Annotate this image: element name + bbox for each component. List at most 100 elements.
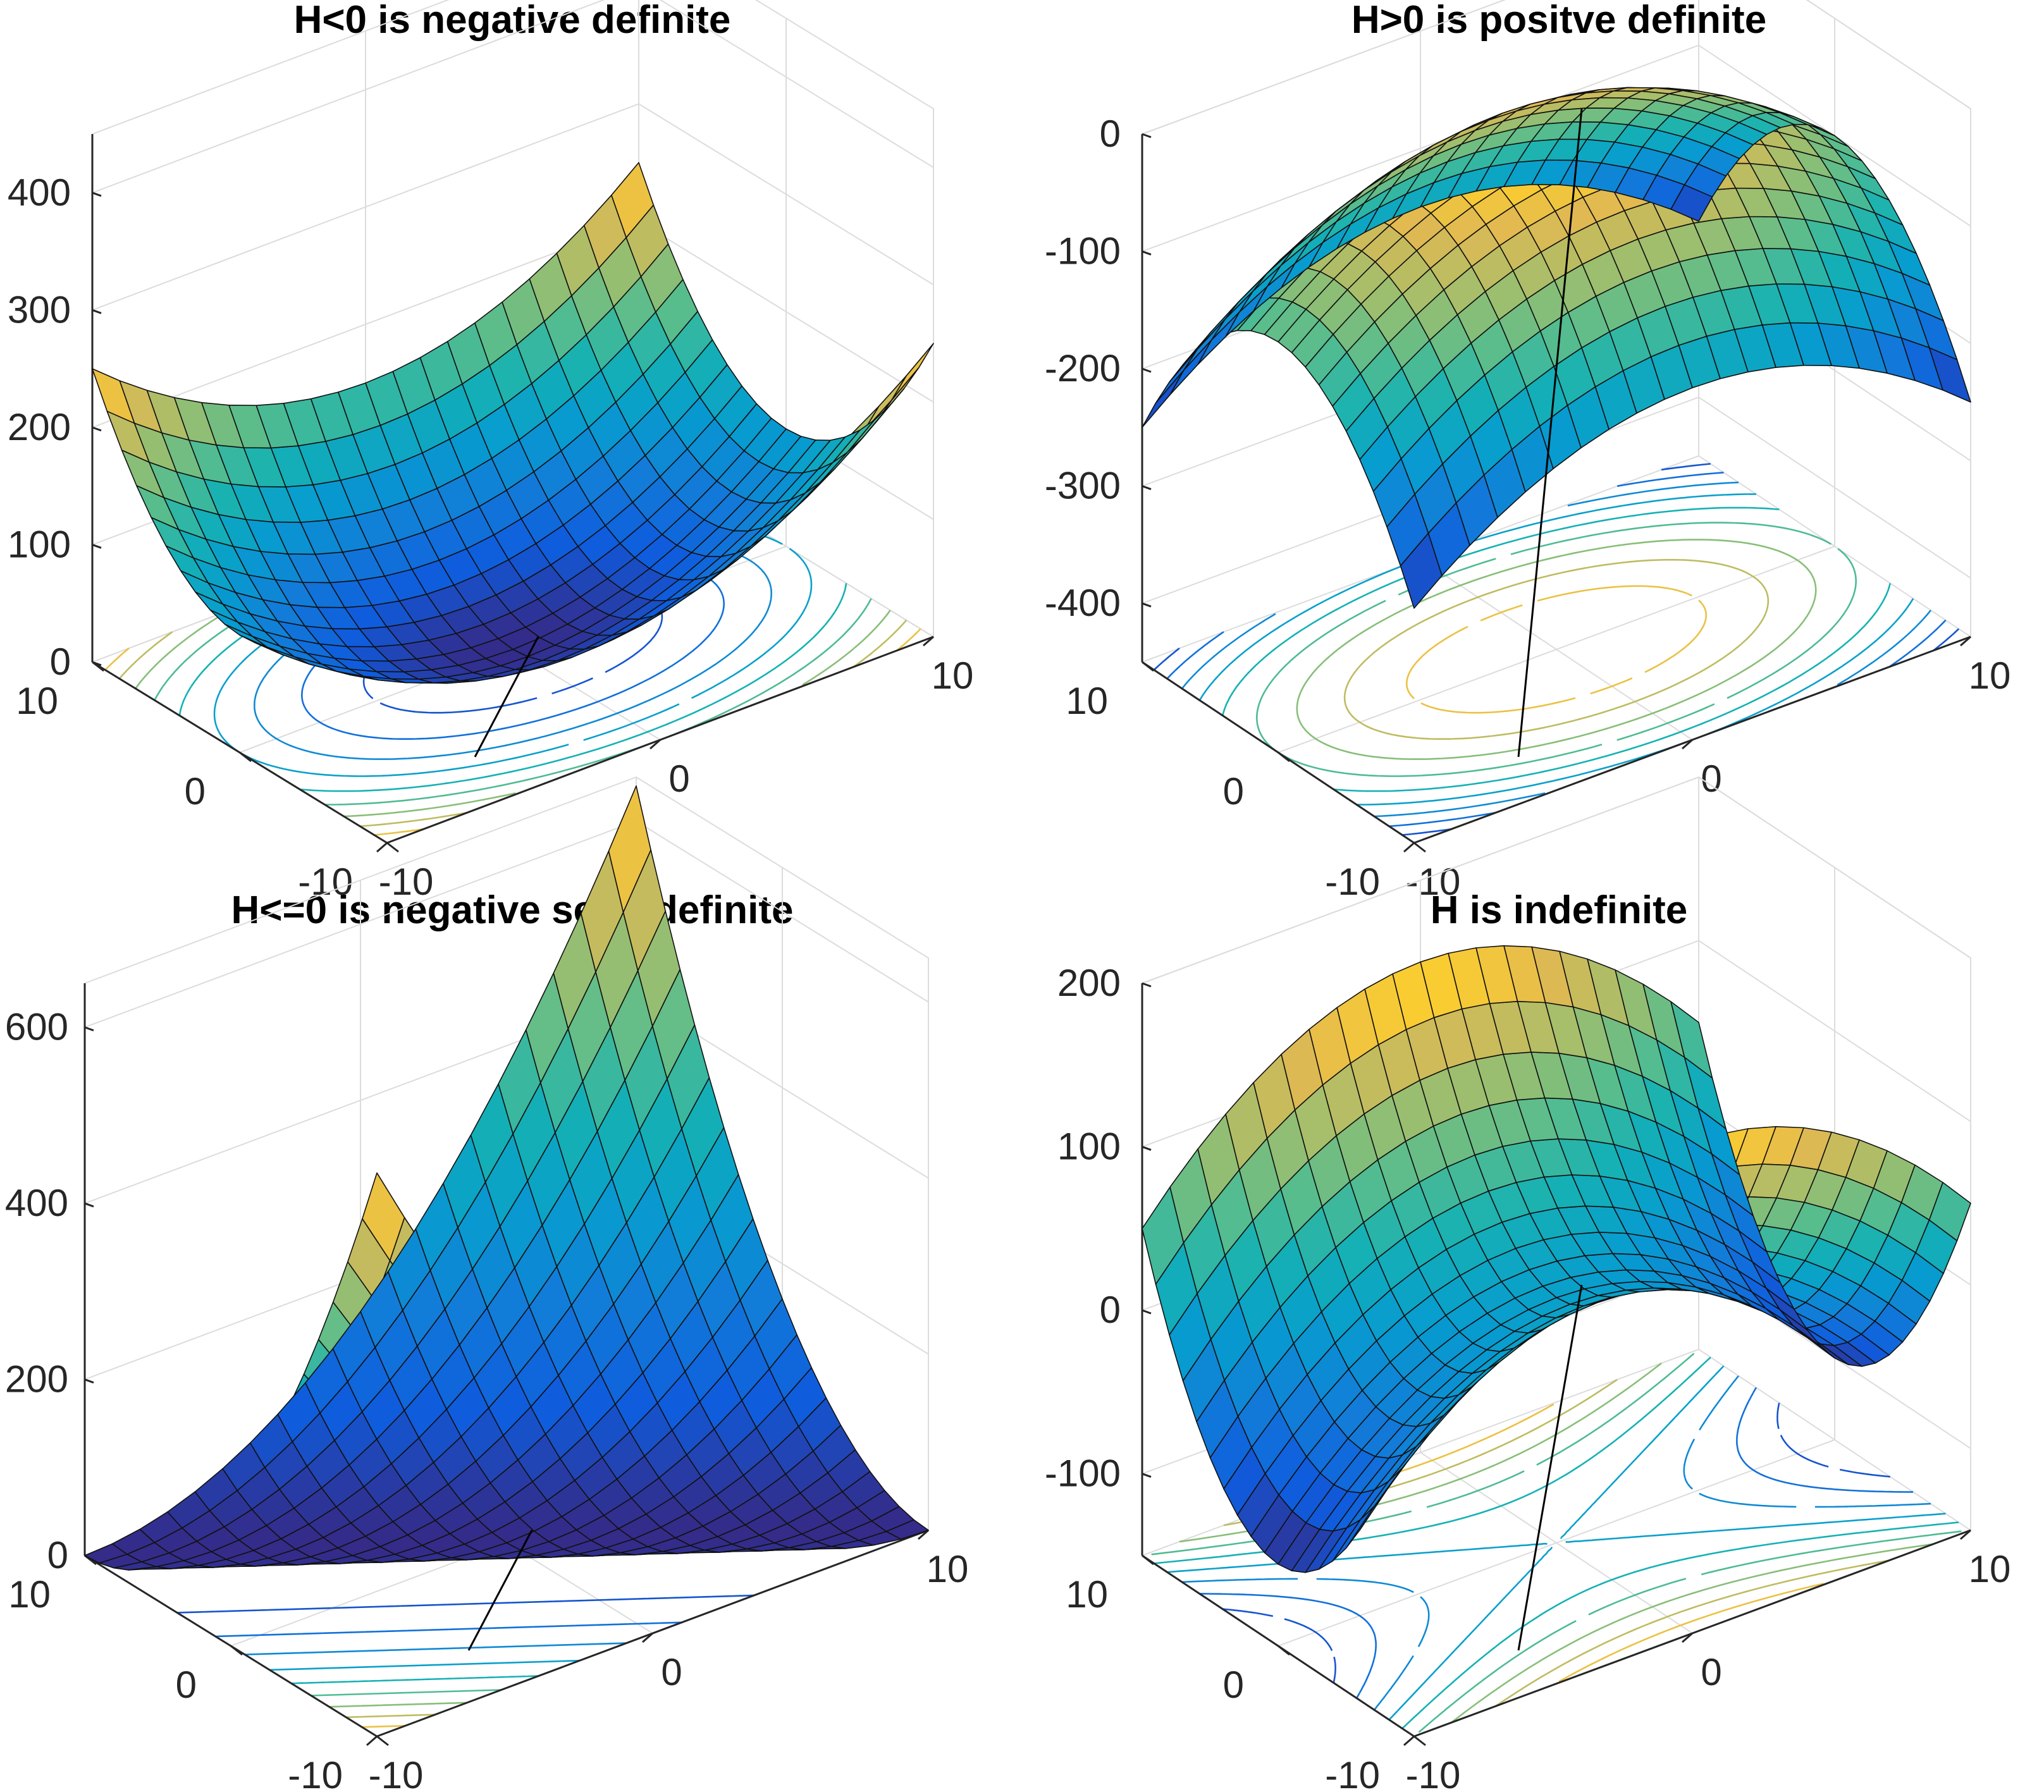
y-tick-label: 0: [176, 1664, 197, 1706]
x-tick: [1682, 1632, 1693, 1643]
z-tick: [1142, 602, 1152, 608]
x-tick: [1403, 842, 1415, 853]
y-tick: [1142, 1554, 1154, 1566]
z-tick-label: -100: [1045, 230, 1121, 273]
z-tick: [92, 192, 102, 197]
y-grid-line: [1278, 868, 1835, 1647]
y-tick-label: -10: [288, 1754, 343, 1792]
z-tick-label: -300: [1045, 465, 1121, 507]
contour-line: [1198, 493, 1914, 806]
y-tick-label: -10: [298, 861, 353, 903]
surface-cell: [84, 1543, 128, 1564]
x-tick: [923, 635, 934, 647]
y-tick: [386, 842, 399, 853]
contour-line: [1222, 506, 1891, 792]
z-grid-line: [92, 103, 934, 311]
z-tick-label: 0: [1100, 1289, 1121, 1331]
x-tick: [1403, 1735, 1415, 1746]
y-tick-label: 0: [1223, 1664, 1244, 1706]
x-tick: [1960, 635, 1971, 647]
surface-cell: [1183, 319, 1226, 371]
z-tick: [1142, 982, 1152, 988]
surface-cell: [92, 368, 135, 424]
z-tick: [1142, 367, 1152, 373]
x-tick: [376, 842, 388, 853]
z-tick-label: 200: [8, 406, 71, 448]
z-tick-label: -200: [1045, 347, 1121, 390]
z-tick-label: 0: [1100, 113, 1121, 155]
x-tick-label: 10: [1969, 1548, 2011, 1590]
surface-cell: [890, 343, 934, 402]
z-tick-label: -100: [1045, 1452, 1121, 1495]
z-tick: [84, 1378, 94, 1384]
x-tick-label: 0: [1701, 1651, 1721, 1693]
z-tick: [1142, 1146, 1152, 1151]
surface-cell: [1142, 1186, 1185, 1285]
y-tick: [1142, 661, 1154, 672]
surface-cell: [1142, 369, 1185, 428]
y-tick: [239, 751, 252, 763]
x-tick-label: -10: [379, 861, 434, 903]
surface-mesh: [1142, 945, 1971, 1573]
x-tick: [650, 739, 661, 750]
critical-point-line: [474, 636, 539, 758]
panel-4-title: H is indefinite: [1431, 888, 1687, 932]
z-tick-label: 400: [5, 1182, 68, 1224]
z-tick: [92, 544, 102, 549]
z-tick-label: -400: [1045, 582, 1121, 624]
z-tick-label: 200: [5, 1358, 68, 1401]
contour-line: [135, 481, 891, 818]
panel-2-title: H>0 is positve definite: [1351, 0, 1766, 42]
x-tick: [366, 1735, 378, 1746]
surface-mesh: [92, 162, 934, 684]
z-tick: [84, 1202, 94, 1208]
x-tick: [1960, 1529, 1971, 1540]
y-grid-line: [239, 18, 787, 753]
z-tick: [1142, 250, 1152, 255]
contour-line: [1405, 585, 1708, 714]
y-tick: [376, 1735, 389, 1746]
y-tick-label: 10: [1066, 1573, 1108, 1616]
z-tick: [1142, 133, 1152, 138]
z-tick: [92, 309, 102, 314]
x-tick-label: 10: [932, 654, 974, 697]
y-tick: [1413, 842, 1426, 853]
y-tick-label: 10: [1066, 680, 1108, 722]
y-tick-label: 0: [185, 770, 206, 813]
contour-line: [1296, 539, 1817, 760]
y-tick-label: 0: [1223, 770, 1244, 813]
y-tick-label: 10: [8, 1573, 51, 1616]
z-tick: [1142, 1473, 1152, 1478]
critical-point-line: [1517, 1284, 1583, 1651]
y-tick-label: -10: [1325, 861, 1380, 903]
x-tick-label: 10: [1969, 654, 2011, 697]
x-tick: [1682, 739, 1693, 750]
z-tick: [1142, 1309, 1152, 1315]
x-tick-label: -10: [369, 1754, 424, 1792]
y-tick: [92, 661, 104, 672]
x-tick-label: 10: [927, 1548, 969, 1590]
panel-3-title: H<=0 is negative semi-definite: [231, 888, 793, 932]
surface-mesh: [84, 785, 929, 1571]
surface-mesh: [1142, 87, 1971, 609]
z-tick-label: 0: [50, 641, 71, 683]
y-tick: [1278, 751, 1290, 763]
z-tick-label: 100: [1057, 1126, 1121, 1168]
surface-cell: [1197, 311, 1240, 365]
z-grid-line: [92, 0, 934, 193]
z-tick-label: 300: [8, 288, 71, 331]
z-tick-label: 400: [8, 171, 71, 214]
z-tick-label: 200: [1057, 962, 1121, 1004]
panel-1-title: H<0 is negative definite: [294, 0, 731, 42]
contour-line: [1181, 481, 1932, 818]
z-tick: [92, 426, 102, 432]
contour-line: [1343, 559, 1770, 740]
x-tick-label: -10: [1406, 1754, 1461, 1792]
